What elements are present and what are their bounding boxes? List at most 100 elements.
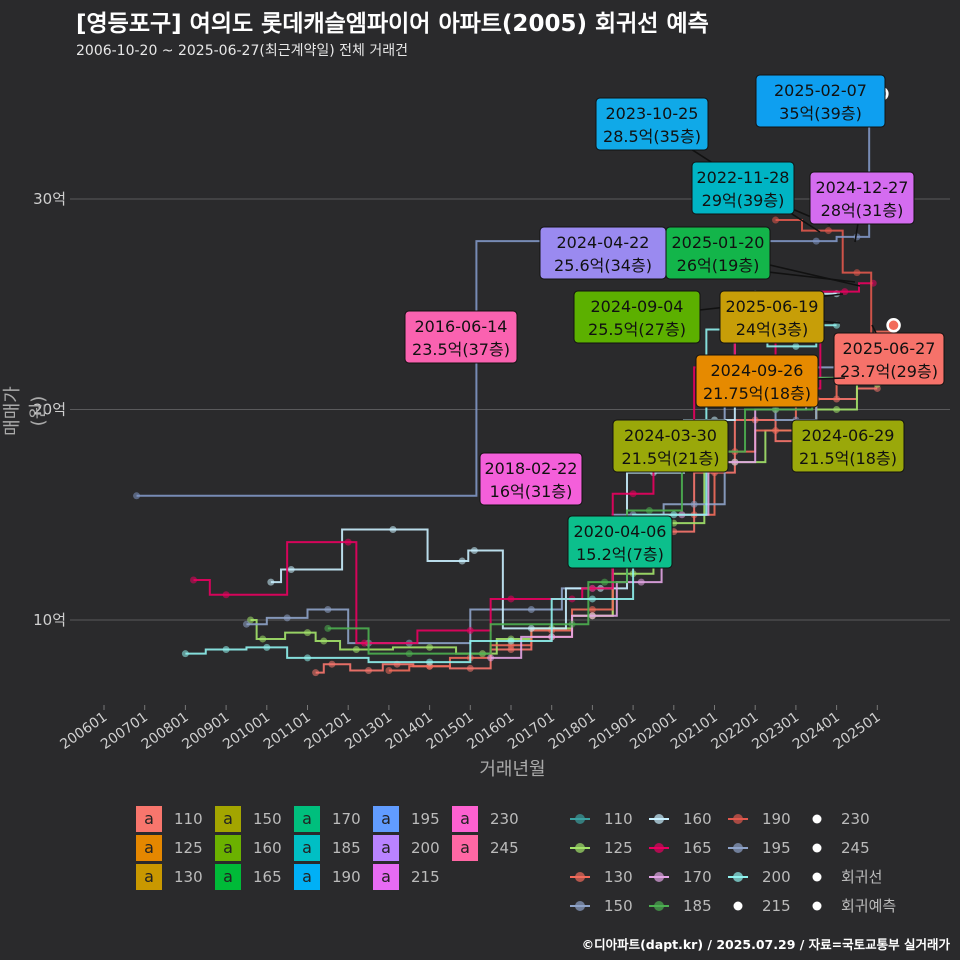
data-point-170 [588, 612, 596, 620]
legend-label: 190 [762, 810, 791, 828]
legend-glyph [649, 814, 669, 824]
legend-label: 230 [841, 810, 870, 828]
legend-label: 245 [841, 839, 870, 857]
legend-label: 110 [174, 810, 203, 828]
data-point-200 [588, 595, 596, 603]
legend-glyph [570, 843, 590, 853]
legend-key: a [373, 806, 399, 832]
legend-label: 215 [762, 897, 791, 915]
data-point-110 [328, 660, 336, 668]
data-point-110 [365, 667, 373, 675]
data-point-200 [792, 342, 800, 350]
data-point-150 [690, 500, 698, 508]
legend-key: a [215, 835, 241, 861]
legend-label: 195 [762, 839, 791, 857]
data-point-165 [507, 595, 515, 603]
legend-label: 195 [411, 810, 440, 828]
annotation-box [691, 161, 795, 215]
data-point-125 [304, 629, 311, 637]
legend-label: 150 [253, 810, 282, 828]
legend-label: 125 [174, 839, 203, 857]
annotation-box [755, 74, 886, 128]
annotation-price: 28.5억(35층) [603, 127, 701, 146]
data-point-130 [772, 427, 780, 435]
data-point-125 [259, 635, 267, 643]
data-point-160 [267, 578, 275, 586]
annotation-price: 21.5억(21층) [622, 449, 720, 468]
series-line-125 [250, 383, 878, 655]
y-tick-label: 20억 [33, 401, 66, 419]
data-point-125 [320, 637, 328, 645]
data-point-200 [670, 511, 678, 519]
annotation-date: 2020-04-06 [574, 522, 667, 541]
data-point-195 [133, 492, 141, 500]
y-tick-label: 10억 [33, 611, 66, 629]
legend-label: 165 [683, 839, 712, 857]
data-point-165 [222, 591, 230, 599]
annotation-price: 23.5억(37층) [412, 340, 510, 359]
legend-label: 170 [683, 868, 712, 886]
data-point-200 [263, 643, 271, 651]
y-tick-label: 30억 [33, 190, 66, 208]
legend-key: a [373, 835, 399, 861]
legend-key: a [294, 835, 320, 861]
legend-glyph [728, 814, 748, 824]
legend-key: a [294, 864, 320, 890]
legend-label: 130 [604, 868, 633, 886]
data-point-185 [568, 620, 576, 628]
data-point-190 [824, 227, 832, 235]
legend-key: a [452, 806, 478, 832]
annotation-date: 2022-11-28 [697, 168, 790, 187]
data-point-150 [242, 620, 250, 628]
annotation-box [719, 290, 825, 344]
data-point-110 [466, 664, 474, 672]
data-point-200 [304, 654, 311, 662]
data-point-160 [458, 557, 466, 565]
annotation-box [612, 419, 729, 473]
legend-key: a [215, 864, 241, 890]
annotation-price: 24억(3층) [736, 320, 808, 339]
annotation-box [573, 290, 701, 344]
annotation-date: 2024-12-27 [816, 178, 909, 197]
legend-label: 165 [253, 868, 282, 886]
legend-key: a [136, 835, 162, 861]
legend-label: 185 [683, 897, 712, 915]
y-axis-label: 매매가(원) [2, 386, 49, 436]
data-point-170 [731, 458, 739, 466]
annotation-box [665, 226, 771, 280]
annotation-date: 2025-02-07 [774, 81, 867, 100]
legend-label: 190 [332, 868, 361, 886]
data-point-200 [507, 637, 515, 645]
legend-label: 130 [174, 868, 203, 886]
data-point-125 [833, 406, 841, 413]
data-point-185 [405, 650, 413, 658]
data-point-160 [287, 565, 295, 573]
data-point-190 [853, 269, 861, 277]
legend-glyph [570, 901, 590, 911]
legend-glyph [812, 843, 822, 853]
annotation-box [791, 419, 905, 473]
legend-key: a [373, 864, 399, 890]
annotation-date: 2025-01-20 [672, 233, 765, 252]
legend-label: 110 [604, 810, 633, 828]
data-point-200 [222, 645, 230, 653]
data-point-150 [283, 614, 291, 622]
annotation-price: 28억(31층) [821, 201, 904, 220]
legend-key: a [294, 806, 320, 832]
annotation-box [833, 332, 945, 386]
data-point-165 [629, 490, 637, 498]
legend-glyph [649, 872, 669, 882]
data-point-165 [360, 639, 368, 647]
legend-glyph [649, 901, 669, 911]
legend-label: 회귀선 [841, 868, 883, 886]
data-point-200 [181, 650, 189, 658]
legend-key: a [136, 864, 162, 890]
data-point-190 [772, 216, 780, 224]
latest-deal-marker [886, 318, 901, 333]
legend-label: 150 [604, 897, 633, 915]
legend-glyph [812, 901, 822, 911]
data-point-185 [324, 624, 332, 632]
data-point-160 [389, 525, 397, 533]
annotation-date: 2024-09-26 [711, 361, 804, 380]
chart-subtitle: 2006-10-20 ~ 2025-06-27(최근계약일) 전체 거래건 [76, 43, 408, 59]
